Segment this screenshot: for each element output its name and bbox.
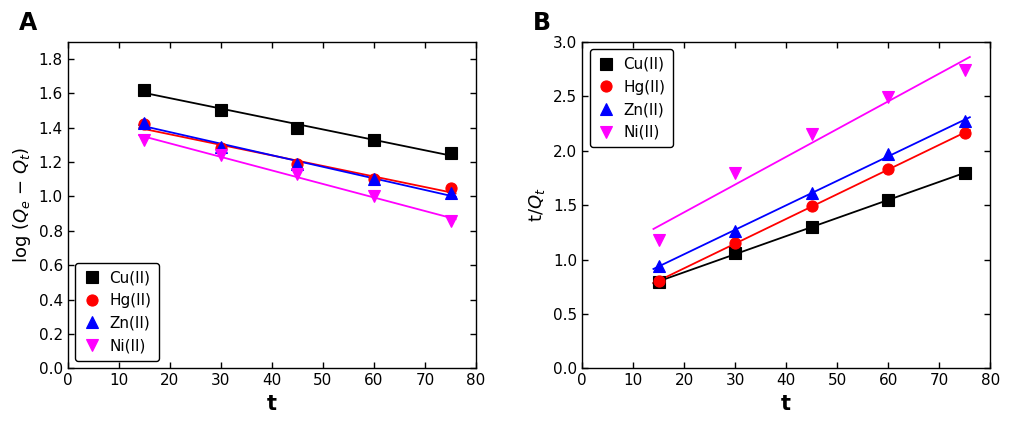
Ni(II) bbox=[214, 153, 226, 158]
Zn(II) bbox=[958, 119, 971, 124]
Hg(II) bbox=[958, 130, 971, 136]
Line: Zn(II): Zn(II) bbox=[139, 117, 456, 198]
Zn(II) bbox=[445, 190, 457, 196]
Cu(II) bbox=[729, 250, 741, 255]
Ni(II) bbox=[729, 171, 741, 176]
Ni(II) bbox=[883, 95, 895, 100]
Legend: Cu(II), Hg(II), Zn(II), Ni(II): Cu(II), Hg(II), Zn(II), Ni(II) bbox=[76, 263, 159, 361]
Zn(II) bbox=[291, 161, 303, 166]
Zn(II) bbox=[139, 120, 151, 125]
Ni(II) bbox=[139, 137, 151, 142]
Line: Ni(II): Ni(II) bbox=[653, 65, 971, 246]
Line: Hg(II): Hg(II) bbox=[139, 119, 456, 193]
Legend: Cu(II), Hg(II), Zn(II), Ni(II): Cu(II), Hg(II), Zn(II), Ni(II) bbox=[589, 49, 673, 147]
Cu(II) bbox=[445, 151, 457, 156]
Hg(II) bbox=[652, 279, 664, 284]
Ni(II) bbox=[806, 132, 818, 137]
Zn(II) bbox=[729, 229, 741, 234]
Cu(II) bbox=[652, 280, 664, 285]
Zn(II) bbox=[806, 190, 818, 196]
Y-axis label: t/$Q_t$: t/$Q_t$ bbox=[528, 188, 547, 222]
Ni(II) bbox=[368, 194, 380, 199]
Line: Zn(II): Zn(II) bbox=[653, 116, 971, 272]
Cu(II) bbox=[291, 125, 303, 130]
Y-axis label: log ($Q_e$ $-$ $Q_t$): log ($Q_e$ $-$ $Q_t$) bbox=[11, 147, 33, 263]
Cu(II) bbox=[806, 224, 818, 230]
Text: A: A bbox=[19, 11, 37, 35]
Cu(II) bbox=[368, 137, 380, 142]
Zn(II) bbox=[368, 177, 380, 182]
Ni(II) bbox=[445, 218, 457, 223]
Hg(II) bbox=[368, 177, 380, 182]
Line: Ni(II): Ni(II) bbox=[139, 134, 456, 226]
Zn(II) bbox=[883, 151, 895, 156]
Zn(II) bbox=[214, 144, 226, 149]
Hg(II) bbox=[291, 161, 303, 166]
Cu(II) bbox=[883, 197, 895, 202]
X-axis label: t: t bbox=[267, 394, 277, 414]
Cu(II) bbox=[139, 87, 151, 92]
Hg(II) bbox=[729, 241, 741, 246]
Hg(II) bbox=[806, 204, 818, 209]
X-axis label: t: t bbox=[782, 394, 792, 414]
Ni(II) bbox=[652, 238, 664, 243]
Hg(II) bbox=[139, 122, 151, 127]
Text: B: B bbox=[533, 11, 551, 35]
Line: Cu(II): Cu(II) bbox=[653, 168, 971, 288]
Hg(II) bbox=[214, 146, 226, 151]
Ni(II) bbox=[291, 172, 303, 177]
Zn(II) bbox=[652, 264, 664, 269]
Cu(II) bbox=[214, 108, 226, 113]
Line: Hg(II): Hg(II) bbox=[653, 128, 971, 287]
Ni(II) bbox=[958, 68, 971, 73]
Cu(II) bbox=[958, 171, 971, 176]
Line: Cu(II): Cu(II) bbox=[139, 84, 456, 159]
Hg(II) bbox=[883, 167, 895, 172]
Hg(II) bbox=[445, 185, 457, 190]
